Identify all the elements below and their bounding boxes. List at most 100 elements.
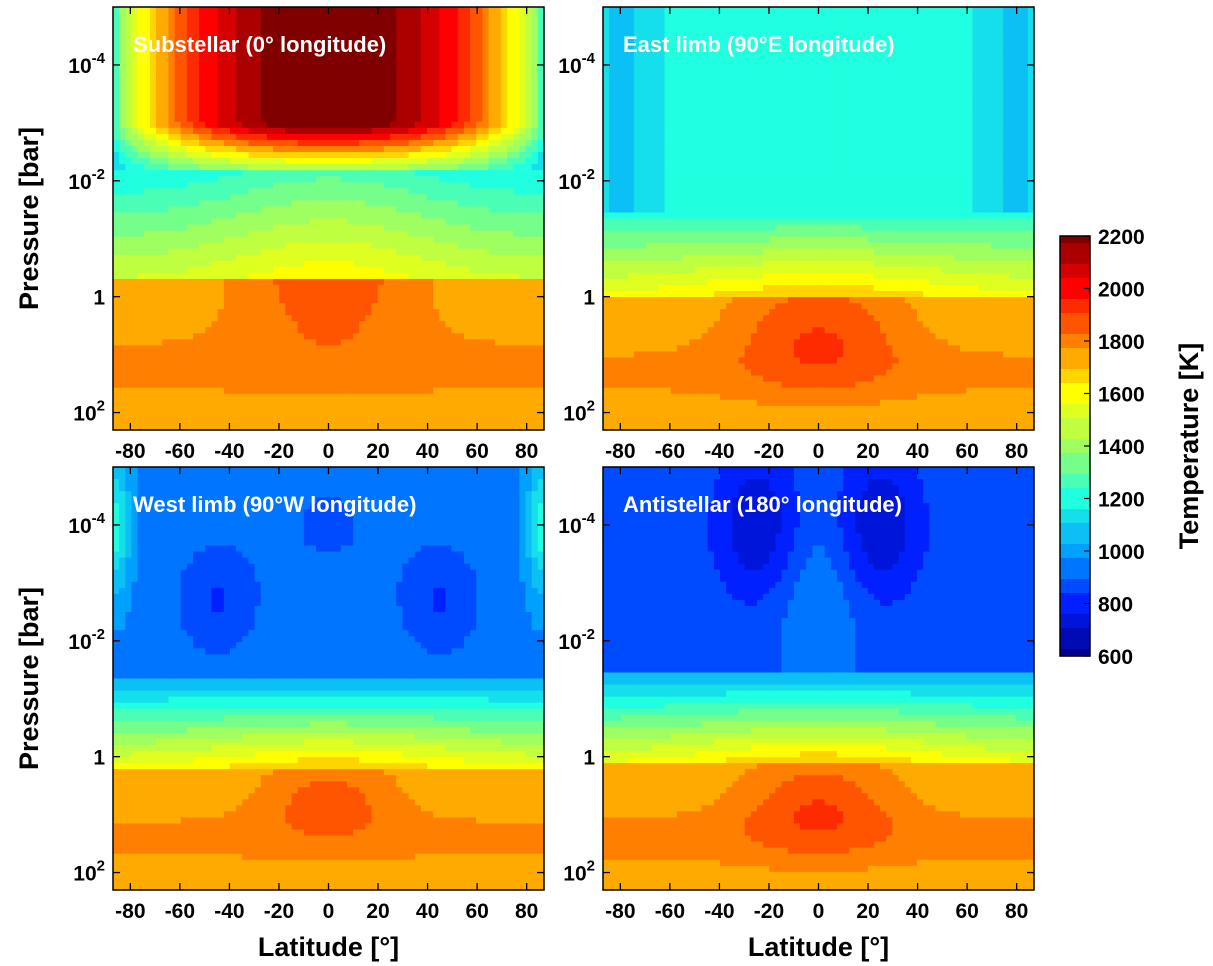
heatmap-cell bbox=[211, 333, 219, 340]
heatmap-cell bbox=[186, 7, 194, 14]
heatmap-cell bbox=[193, 393, 200, 401]
heatmap-cell bbox=[445, 19, 453, 26]
heatmap-cell bbox=[463, 309, 471, 316]
heatmap-cell bbox=[285, 55, 293, 62]
heatmap-cell bbox=[316, 315, 323, 322]
heatmap-cell bbox=[408, 387, 416, 395]
heatmap-cell bbox=[242, 133, 250, 141]
heatmap-cell bbox=[340, 399, 348, 407]
heatmap-cell bbox=[113, 333, 120, 340]
heatmap-cell bbox=[420, 417, 428, 425]
heatmap-cell bbox=[463, 43, 471, 50]
heatmap-cell bbox=[482, 206, 490, 214]
heatmap-cell bbox=[507, 327, 514, 334]
heatmap-cell bbox=[445, 218, 453, 226]
heatmap-cell bbox=[113, 363, 120, 371]
heatmap-cell bbox=[353, 61, 360, 69]
heatmap-cell bbox=[242, 333, 250, 340]
heatmap-cell bbox=[365, 248, 373, 256]
heatmap-cell bbox=[420, 345, 428, 353]
heatmap-cell bbox=[457, 109, 465, 117]
heatmap-cell bbox=[365, 152, 373, 159]
heatmap-cell bbox=[390, 152, 397, 159]
heatmap-cell bbox=[531, 327, 539, 334]
heatmap-cell bbox=[162, 49, 170, 56]
heatmap-cell bbox=[476, 303, 484, 310]
heatmap-cell bbox=[531, 309, 539, 316]
heatmap-cell bbox=[223, 13, 231, 20]
heatmap-cell bbox=[457, 242, 465, 250]
heatmap-cell bbox=[390, 103, 397, 111]
heatmap-cell bbox=[507, 260, 514, 268]
heatmap-cell bbox=[156, 369, 163, 377]
heatmap-cell bbox=[445, 224, 453, 232]
heatmap-cell bbox=[371, 43, 379, 50]
heatmap-cell bbox=[470, 164, 477, 171]
heatmap-cell bbox=[168, 109, 176, 117]
heatmap-cell bbox=[353, 109, 360, 117]
heatmap-cell bbox=[494, 297, 502, 304]
heatmap-cell bbox=[149, 7, 157, 14]
heatmap-cell bbox=[310, 327, 317, 334]
heatmap-cell bbox=[322, 405, 330, 413]
heatmap-cell bbox=[353, 200, 360, 208]
heatmap-cell bbox=[525, 309, 533, 316]
heatmap-cell bbox=[470, 61, 477, 69]
heatmap-cell bbox=[390, 121, 397, 129]
heatmap-cell bbox=[279, 236, 286, 244]
heatmap-cell bbox=[402, 242, 410, 250]
heatmap-cell bbox=[383, 218, 391, 226]
heatmap-cell bbox=[273, 158, 280, 165]
heatmap-cell bbox=[500, 170, 508, 177]
heatmap-cell bbox=[254, 242, 262, 250]
heatmap-cell bbox=[131, 242, 139, 250]
heatmap-cell bbox=[113, 164, 120, 171]
heatmap-cell bbox=[427, 188, 434, 195]
heatmap-cell bbox=[346, 61, 354, 69]
heatmap-cell bbox=[414, 109, 422, 117]
heatmap-cell bbox=[488, 242, 496, 250]
heatmap-cell bbox=[279, 194, 286, 201]
heatmap-cell bbox=[513, 31, 520, 38]
heatmap-cell bbox=[316, 309, 323, 316]
heatmap-cell bbox=[488, 272, 496, 280]
heatmap-cell bbox=[266, 236, 274, 244]
heatmap-cell bbox=[279, 115, 286, 123]
heatmap-cell bbox=[266, 266, 274, 274]
heatmap-cell bbox=[500, 127, 508, 135]
heatmap-cell bbox=[445, 375, 453, 383]
heatmap-cell bbox=[119, 200, 126, 208]
heatmap-cell bbox=[340, 236, 348, 244]
heatmap-cell bbox=[297, 182, 305, 189]
heatmap-cell bbox=[346, 37, 354, 44]
heatmap-cell bbox=[340, 200, 348, 208]
heatmap-cell bbox=[507, 206, 514, 214]
heatmap-cell bbox=[162, 411, 170, 419]
heatmap-cell bbox=[420, 278, 428, 286]
heatmap-cell bbox=[525, 254, 533, 262]
heatmap-cell bbox=[482, 43, 490, 50]
heatmap-cell bbox=[223, 230, 231, 238]
heatmap-cell bbox=[211, 97, 219, 105]
heatmap-cell bbox=[223, 139, 231, 147]
heatmap-cell bbox=[457, 7, 465, 14]
heatmap-cell bbox=[205, 200, 213, 208]
heatmap-cell bbox=[193, 133, 200, 141]
heatmap-cell bbox=[236, 73, 243, 81]
heatmap-cell bbox=[427, 25, 434, 32]
heatmap-cell bbox=[519, 121, 527, 129]
heatmap-cell bbox=[439, 321, 447, 328]
heatmap-cell bbox=[174, 170, 182, 177]
heatmap-cell bbox=[390, 43, 397, 50]
heatmap-cell bbox=[507, 97, 514, 105]
heatmap-cell bbox=[168, 188, 176, 195]
heatmap-cell bbox=[168, 97, 176, 105]
heatmap-cell bbox=[494, 170, 502, 177]
heatmap-cell bbox=[125, 242, 133, 250]
heatmap-cell bbox=[236, 188, 243, 195]
heatmap-cell bbox=[494, 230, 502, 238]
heatmap-cell bbox=[340, 345, 348, 353]
heatmap-cell bbox=[457, 375, 465, 383]
heatmap-cell bbox=[519, 91, 527, 99]
